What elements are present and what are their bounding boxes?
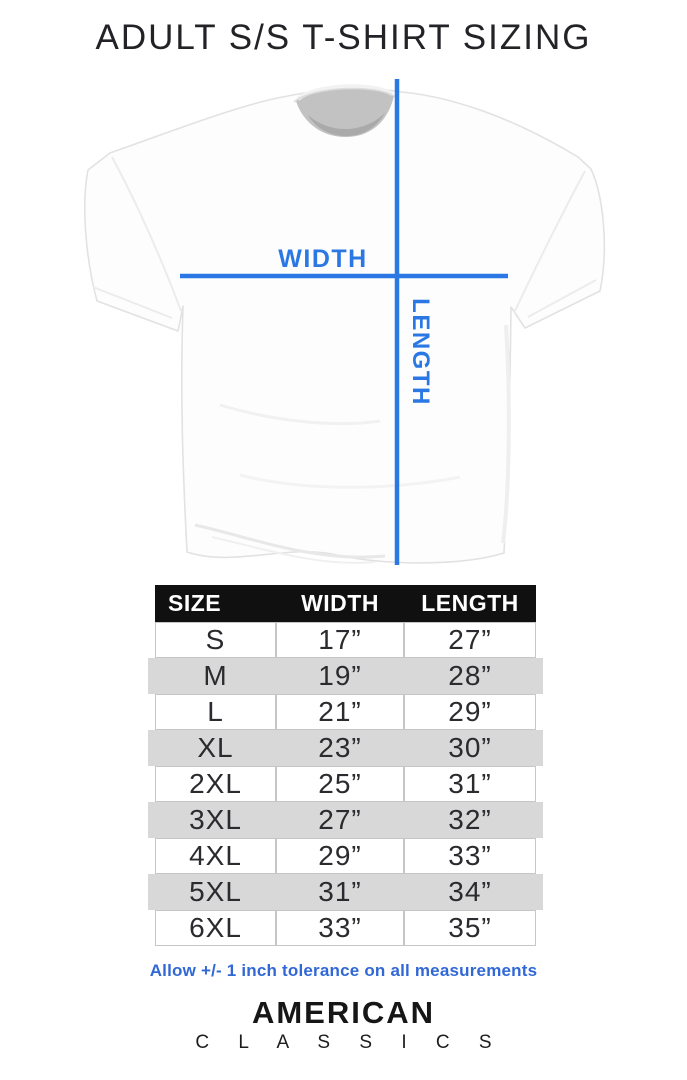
column-header-length: LENGTH (404, 585, 536, 622)
length-cell: 27” (404, 622, 536, 658)
table-row: L 21” 29” (155, 694, 536, 730)
size-cell: M (155, 658, 276, 694)
size-cell: 4XL (155, 838, 276, 874)
size-table: SIZE WIDTH LENGTH S 17” 27” M 19” 28” L 21” 29” X… (155, 585, 536, 946)
table-row: 4XL 29” 33” (155, 838, 536, 874)
left-cuff-seam (92, 286, 173, 319)
page-title: ADULT S/S T-SHIRT SIZING (95, 18, 592, 57)
right-cuff-seam (527, 279, 597, 318)
header-row: SIZE WIDTH LENGTH (155, 585, 536, 622)
width-cell: 31” (276, 874, 404, 910)
width-cell: 21” (276, 694, 404, 730)
size-cell: XL (155, 730, 276, 766)
length-cell: 28” (404, 658, 536, 694)
length-cell: 34” (404, 874, 536, 910)
length-measure-label: LENGTH (407, 298, 434, 406)
collar-band-edge (293, 87, 397, 103)
length-cell: 31” (404, 766, 536, 802)
tshirt-silhouette (83, 88, 606, 564)
right-armhole-seam (513, 170, 586, 314)
tshirt-diagram: WIDTH LENGTH (80, 75, 610, 575)
size-cell: 3XL (155, 802, 276, 838)
size-table-header: SIZE WIDTH LENGTH (155, 585, 536, 622)
column-header-size: SIZE (155, 585, 276, 622)
side-shadow (501, 324, 511, 544)
table-row: M 19” 28” (155, 658, 536, 694)
brand-name-primary: AMERICAN (251, 995, 436, 1030)
width-cell: 19” (276, 658, 404, 694)
width-cell: 23” (276, 730, 404, 766)
left-armhole-seam (111, 156, 182, 312)
size-cell: 2XL (155, 766, 276, 802)
size-table-body: S 17” 27” M 19” 28” L 21” 29” XL 23” 30” 2XL 25” 31” 3X… (155, 622, 536, 946)
length-cell: 33” (404, 838, 536, 874)
wrinkle-line (219, 403, 381, 426)
collar-inner-shadow (308, 113, 385, 137)
size-cell: 6XL (155, 910, 276, 946)
width-cell: 33” (276, 910, 404, 946)
table-row: 2XL 25” 31” (155, 766, 536, 802)
tolerance-note: Allow +/- 1 inch tolerance on all measur… (149, 961, 538, 980)
table-row: 6XL 33” 35” (155, 910, 536, 946)
brand-name-secondary: C L A S S I C S (195, 1032, 504, 1053)
size-cell: 5XL (155, 874, 276, 910)
width-cell: 25” (276, 766, 404, 802)
length-cell: 30” (404, 730, 536, 766)
width-cell: 27” (276, 802, 404, 838)
width-measure-label: WIDTH (278, 245, 367, 273)
length-cell: 29” (404, 694, 536, 730)
table-row: S 17” 27” (155, 622, 536, 658)
hem-fold-shading (194, 523, 386, 559)
column-header-width: WIDTH (276, 585, 404, 622)
length-cell: 35” (404, 910, 536, 946)
wrinkle-line-2 (239, 473, 461, 489)
table-row: XL 23” 30” (155, 730, 536, 766)
collar-band (296, 84, 394, 101)
size-cell: S (155, 622, 276, 658)
table-row: 5XL 31” 34” (155, 874, 536, 910)
width-cell: 29” (276, 838, 404, 874)
length-cell: 32” (404, 802, 536, 838)
width-cell: 17” (276, 622, 404, 658)
hem-fold-shading-2 (211, 536, 376, 564)
brand-logo: AMERICAN C L A S S I C S (0, 997, 687, 1052)
table-row: 3XL 27” 32” (155, 802, 536, 838)
size-cell: L (155, 694, 276, 730)
tshirt-image: WIDTH LENGTH (83, 79, 606, 565)
